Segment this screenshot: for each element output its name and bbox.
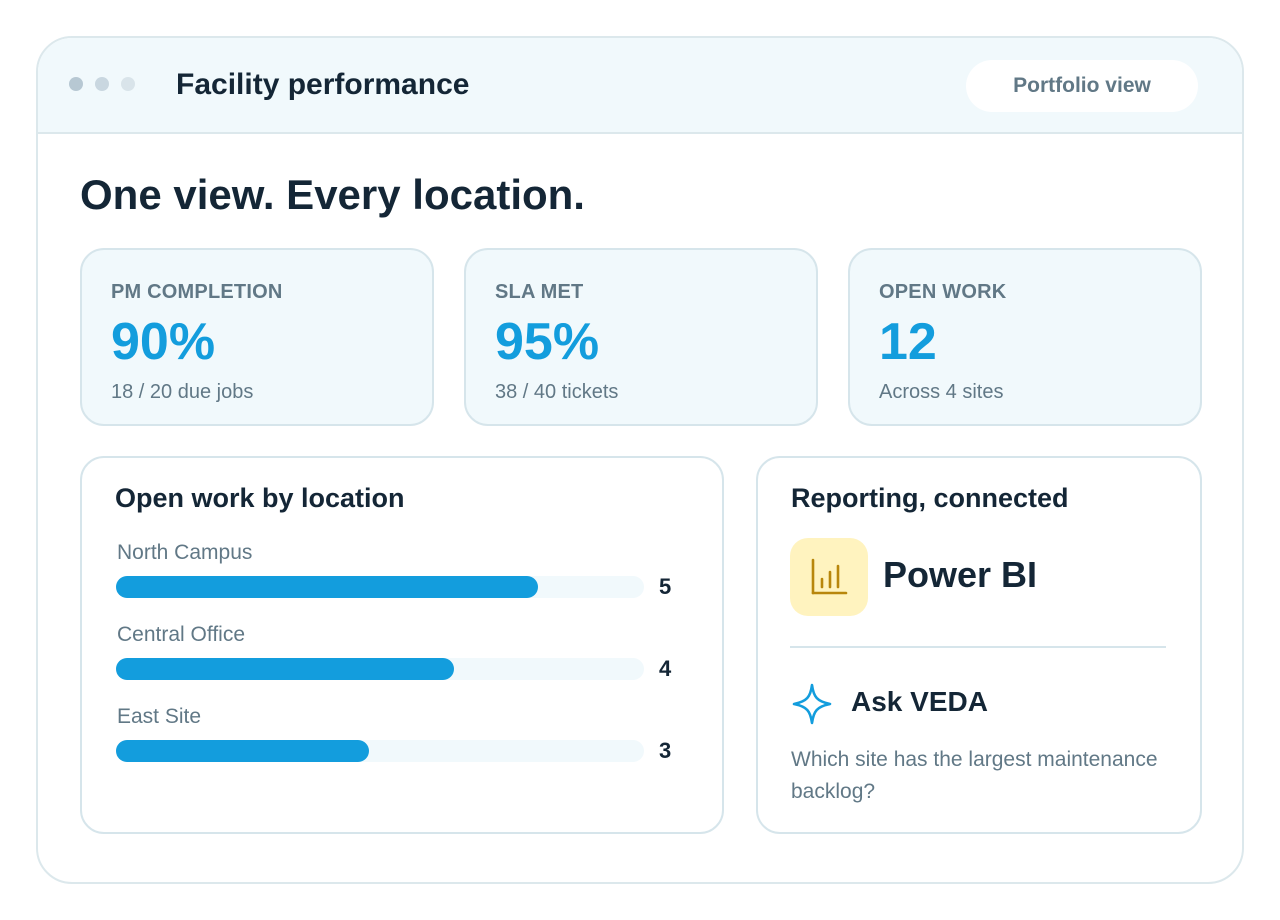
window-dot-minimize[interactable] <box>95 77 109 91</box>
location-count: 3 <box>659 738 672 763</box>
kpi-card-sla-met: SLA MET 95% 38 / 40 tickets <box>464 248 818 426</box>
location-label: North Campus <box>117 541 253 564</box>
reporting-title: Reporting, connected <box>791 483 1069 513</box>
portfolio-view-button[interactable]: Portfolio view <box>966 60 1198 112</box>
title-bar: Facility performance Portfolio view <box>38 38 1242 134</box>
location-count: 4 <box>659 656 672 681</box>
location-count: 5 <box>659 574 672 599</box>
bar-chart-icon <box>811 558 848 595</box>
kpi-value: 90% <box>111 313 216 371</box>
page-headline: One view. Every location. <box>80 171 585 218</box>
location-bar-row: Central Office 4 <box>116 622 676 692</box>
kpi-subtext: 18 / 20 due jobs <box>111 381 254 403</box>
kpi-card-open-work: OPEN WORK 12 Across 4 sites <box>848 248 1202 426</box>
bar-fill-east-site <box>116 740 369 762</box>
open-work-panel: Open work by location North Campus 5 Cen… <box>80 456 724 834</box>
kpi-value: 95% <box>495 313 600 371</box>
ask-veda-prompt[interactable]: Which site has the largest maintenance b… <box>791 748 1158 803</box>
bar-track <box>116 740 644 762</box>
dashboard-window: Facility performance Portfolio view One … <box>36 36 1244 884</box>
bar-fill-north-campus <box>116 576 538 598</box>
location-bar-row: East Site 3 <box>116 704 676 774</box>
bar-track <box>116 658 644 680</box>
kpi-subtext: Across 4 sites <box>879 381 1004 403</box>
open-work-title: Open work by location <box>115 483 405 513</box>
kpi-subtext: 38 / 40 tickets <box>495 381 619 403</box>
window-title: Facility performance <box>176 68 470 101</box>
kpi-label: SLA MET <box>495 281 584 303</box>
window-dot-close[interactable] <box>69 77 83 91</box>
power-bi-label: Power BI <box>883 554 1038 595</box>
location-label: East Site <box>117 705 202 728</box>
kpi-label: PM COMPLETION <box>111 281 283 303</box>
window-dot-maximize[interactable] <box>121 77 135 91</box>
reporting-panel: Reporting, connected Power BI Ask VEDA W… <box>756 456 1202 834</box>
divider <box>790 646 1166 648</box>
location-label: Central Office <box>117 623 245 646</box>
sparkle-icon <box>792 683 832 725</box>
bar-track <box>116 576 644 598</box>
location-bar-row: North Campus 5 <box>116 540 676 610</box>
power-bi-tile[interactable] <box>790 538 868 616</box>
ask-veda-title[interactable]: Ask VEDA <box>851 686 988 717</box>
bar-fill-central-office <box>116 658 454 680</box>
kpi-value: 12 <box>879 313 937 371</box>
kpi-label: OPEN WORK <box>879 281 1007 303</box>
kpi-card-pm-completion: PM COMPLETION 90% 18 / 20 due jobs <box>80 248 434 426</box>
